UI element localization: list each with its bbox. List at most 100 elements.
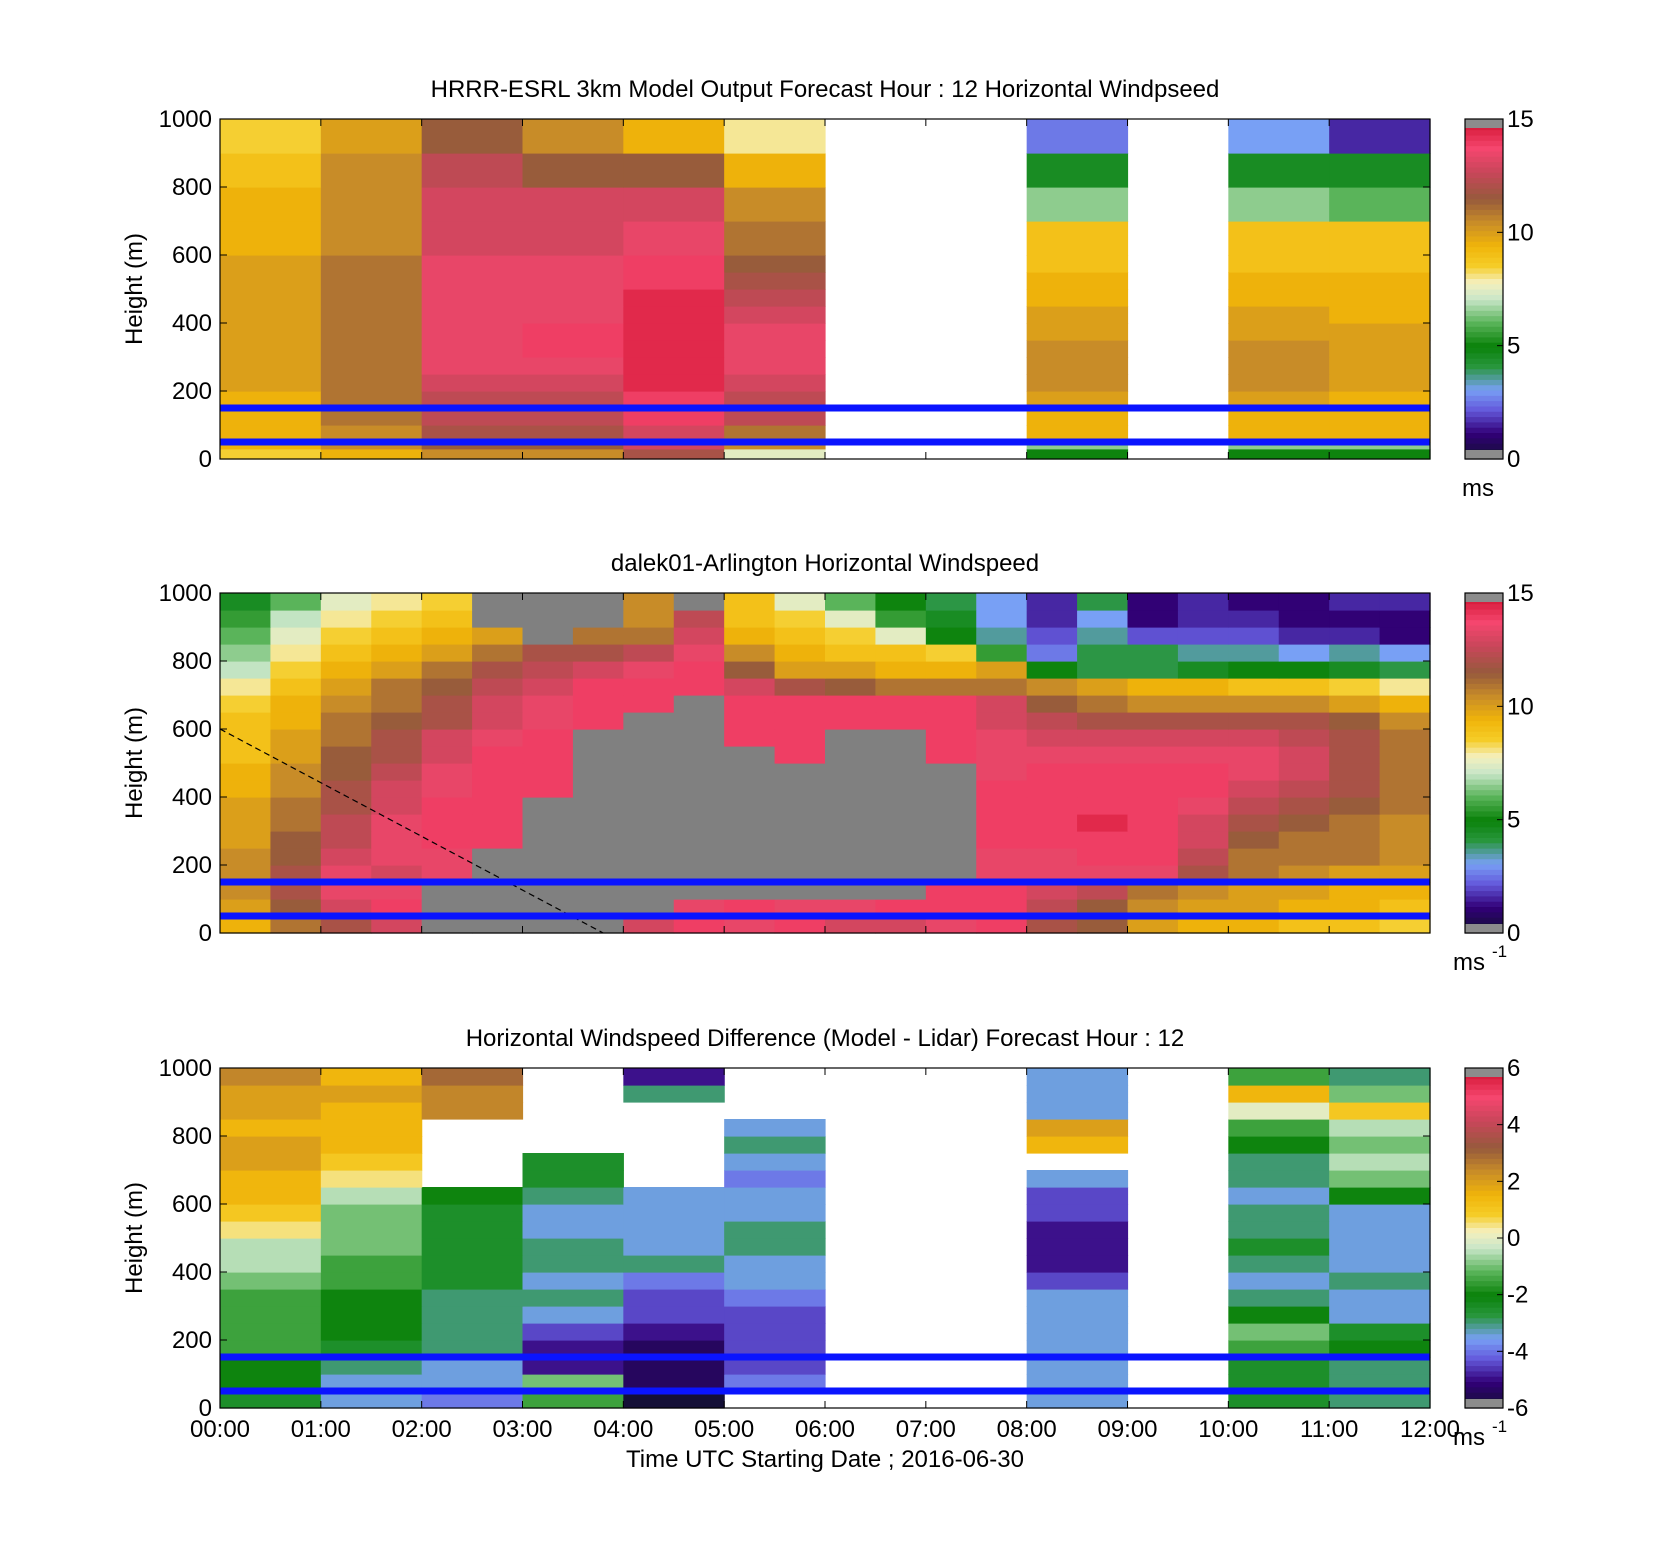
- heatmap-cell: [421, 797, 473, 815]
- heatmap-cell: [371, 882, 423, 900]
- colorbar-tick-label: -6: [1507, 1395, 1528, 1422]
- heatmap-cell: [1379, 644, 1431, 662]
- heatmap-cell: [320, 374, 423, 392]
- heatmap-cell: [421, 255, 524, 273]
- heatmap-cell: [1026, 119, 1129, 154]
- heatmap-cell: [1177, 610, 1229, 628]
- heatmap-cell: [1278, 746, 1330, 764]
- heatmap-cell: [875, 848, 927, 866]
- heatmap-cell: [320, 153, 423, 188]
- heatmap-cell: [1228, 916, 1280, 934]
- colorbar-band: [1465, 1078, 1503, 1085]
- chart-title: dalek01-Arlington Horizontal Windspeed: [611, 550, 1039, 577]
- heatmap-cell: [825, 763, 877, 781]
- heatmap-cell: [1228, 746, 1280, 764]
- heatmap-cell: [1278, 712, 1330, 730]
- colorbar-band: [1465, 826, 1503, 833]
- heatmap-cell: [875, 746, 927, 764]
- colorbar-band: [1465, 384, 1503, 391]
- heatmap-cell: [1228, 289, 1330, 307]
- heatmap-cell: [220, 610, 272, 628]
- heatmap-cell: [522, 1238, 624, 1256]
- heatmap-cell: [572, 899, 624, 917]
- heatmap-cell: [421, 627, 473, 645]
- heatmap-cell: [421, 272, 524, 290]
- heatmap-cell: [623, 814, 675, 832]
- heatmap-cell: [976, 678, 1028, 696]
- heatmap-cell: [1228, 119, 1330, 154]
- heatmap-cell: [421, 357, 524, 375]
- colorbar-band: [1465, 608, 1503, 615]
- heatmap-cell: [421, 1085, 524, 1103]
- heatmap-cell: [371, 695, 423, 713]
- heatmap-cell: [1177, 644, 1229, 662]
- heatmap-cell: [1228, 610, 1280, 628]
- colorbar-band: [1465, 794, 1503, 801]
- heatmap-cell: [623, 678, 675, 696]
- heatmap-cell: [270, 763, 322, 781]
- heatmap-cell: [421, 661, 473, 679]
- colorbar-band: [1465, 166, 1503, 173]
- heatmap-cell: [320, 746, 372, 764]
- heatmap-cell: [1329, 272, 1431, 290]
- colorbar-band: [1465, 906, 1503, 913]
- heatmap-cell: [724, 1323, 826, 1341]
- heatmap-cell: [1077, 644, 1129, 662]
- heatmap-cell: [673, 610, 725, 628]
- heatmap-cell: [1026, 340, 1129, 358]
- heatmap-cell: [623, 357, 725, 375]
- heatmap-cell: [1026, 408, 1129, 426]
- colorbar-unit-superscript: -1: [1492, 1417, 1507, 1436]
- heatmap-cell: [1026, 272, 1129, 290]
- heatmap-cell: [1278, 763, 1330, 781]
- heatmap-cell: [724, 187, 826, 222]
- heatmap-cell: [1026, 357, 1129, 375]
- heatmap-cell: [1379, 610, 1431, 628]
- heatmap-cell: [623, 448, 725, 460]
- heatmap-cell: [1177, 780, 1229, 798]
- heatmap-cell: [320, 780, 372, 798]
- heatmap-cell: [623, 255, 725, 273]
- heatmap-cell: [522, 1391, 624, 1409]
- heatmap-cell: [572, 831, 624, 849]
- heatmap-cell: [220, 1068, 322, 1086]
- dashed-line: [219, 728, 604, 934]
- heatmap-cell: [1177, 831, 1229, 849]
- heatmap-cell: [724, 763, 776, 781]
- heatmap-cell: [421, 1323, 524, 1341]
- heatmap-cell: [976, 644, 1028, 662]
- heatmap-cell: [421, 712, 473, 730]
- heatmap-cell: [623, 1238, 725, 1256]
- colorbar-band: [1465, 709, 1503, 716]
- heatmap-cell: [623, 1357, 725, 1375]
- heatmap-cell: [320, 1102, 423, 1120]
- heatmap-cell: [1329, 1119, 1431, 1137]
- colorbar-band: [1465, 1206, 1503, 1213]
- heatmap-cell: [220, 306, 322, 324]
- heatmap-cell: [220, 1136, 322, 1154]
- heatmap-cell: [1177, 899, 1229, 917]
- colorbar-band: [1465, 635, 1503, 642]
- heatmap-cell: [774, 678, 826, 696]
- heatmap-cell: [925, 610, 977, 628]
- heatmap-cell: [1329, 1187, 1431, 1205]
- colorbar-band: [1465, 672, 1503, 679]
- heatmap-cell: [1026, 916, 1078, 934]
- heatmap-cell: [522, 1289, 624, 1307]
- colorbar-band: [1465, 853, 1503, 860]
- heatmap-cell: [220, 882, 272, 900]
- heatmap-cell: [421, 916, 473, 934]
- heatmap-cell: [1329, 425, 1431, 443]
- colorbar-band: [1465, 278, 1503, 285]
- colorbar-band: [1465, 741, 1503, 748]
- colorbar-band: [1465, 869, 1503, 876]
- heatmap-cell: [1379, 695, 1431, 713]
- heatmap-cell: [1228, 1306, 1330, 1324]
- heatmap-cell: [320, 1323, 423, 1341]
- heatmap-cell: [1278, 814, 1330, 832]
- heatmap-cell: [1228, 357, 1330, 375]
- heatmap-cell: [270, 695, 322, 713]
- heatmap-cell: [925, 780, 977, 798]
- colorbar-band: [1465, 1089, 1503, 1096]
- heatmap-cell: [1329, 678, 1381, 696]
